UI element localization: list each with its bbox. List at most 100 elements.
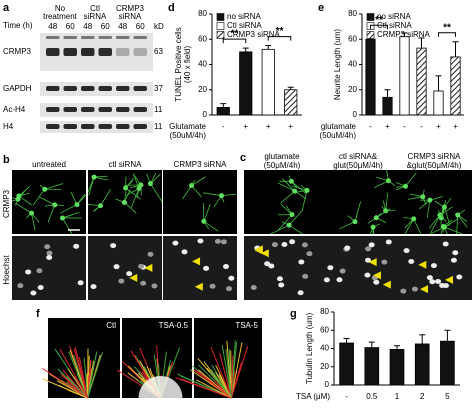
panel-letter: e: [318, 2, 324, 14]
nucleus: [301, 242, 308, 248]
blot-band: [63, 107, 77, 112]
column-label: ctl siRNA&: [339, 152, 378, 161]
nucleus: [214, 238, 221, 244]
cell-body: [189, 182, 195, 188]
cell-body: [91, 174, 97, 180]
blot-band: [116, 48, 130, 56]
cell-body: [29, 210, 35, 216]
bar: [433, 90, 444, 116]
y-tick-label: 40: [320, 344, 329, 353]
y-tick-label: 20: [320, 362, 329, 371]
nucleus: [264, 261, 271, 267]
filament: [42, 378, 88, 399]
nucleus: [373, 279, 380, 285]
x-tick-label: -: [345, 392, 348, 401]
neurite: [280, 203, 293, 215]
neurite: [125, 187, 141, 200]
time-label: 60: [136, 22, 145, 31]
bar: [440, 340, 455, 386]
neurite: [428, 214, 441, 229]
neurite: [130, 188, 140, 208]
blot-label: Ac-H4: [3, 105, 26, 114]
significance-bracket: [222, 38, 247, 44]
bar: [365, 38, 376, 116]
group-label: No: [55, 4, 66, 13]
nucleus: [90, 284, 97, 290]
column-label: CRMP3 siRNA: [174, 160, 228, 169]
neurite: [301, 190, 308, 212]
filament: [74, 375, 89, 399]
neurite: [277, 182, 295, 192]
nucleus: [411, 286, 418, 292]
nucleus: [368, 242, 375, 248]
x-tick-label: +: [453, 122, 458, 131]
panel-letter: g: [290, 308, 297, 320]
y-tick-label: 20: [348, 85, 357, 94]
group-label: Ctl: [90, 4, 100, 13]
kd-value: 63: [154, 47, 163, 56]
x-tick-label: 1: [395, 392, 400, 401]
nucleus: [147, 251, 154, 257]
nucleus: [323, 277, 330, 283]
significance-label: **: [276, 26, 284, 37]
time-label: Time (h): [3, 21, 33, 30]
filament: [225, 348, 232, 399]
error-bar: [265, 45, 272, 50]
nucleus: [250, 284, 257, 290]
arrow: [368, 258, 377, 267]
significance-label: **: [443, 22, 451, 33]
error-bar: [418, 37, 425, 49]
blot-band: [46, 124, 60, 129]
column-label: glutamate: [264, 152, 300, 161]
cell-body: [455, 212, 461, 218]
nucleus: [385, 239, 392, 245]
blot-band: [133, 48, 147, 56]
legend-label: CRMP3 siRNA: [377, 30, 431, 39]
filament: [57, 368, 88, 399]
x-axis-label: (50uM/4h): [170, 131, 207, 140]
y-tick-label: 80: [198, 9, 207, 18]
nucleus: [429, 279, 436, 285]
time-label: 60: [101, 22, 110, 31]
nucleus: [271, 242, 278, 248]
bar: [414, 343, 430, 386]
cell-body: [59, 215, 65, 221]
blot-band: [63, 36, 77, 39]
blot-band: [63, 48, 77, 56]
nucleus: [289, 239, 296, 245]
neurite: [280, 190, 295, 204]
neurite: [203, 204, 211, 222]
neurite: [44, 183, 64, 190]
nucleus: [364, 272, 371, 278]
blot-label: CRMP3: [3, 47, 32, 56]
nucleus: [439, 282, 446, 288]
nucleus: [452, 250, 459, 256]
neurite: [87, 176, 95, 193]
cell-body: [420, 194, 426, 200]
blot-band: [63, 86, 77, 91]
bar: [284, 89, 298, 116]
neurite: [281, 178, 295, 192]
bar: [364, 347, 380, 386]
column-label: untreated: [32, 160, 66, 169]
error-bar: [242, 47, 249, 52]
cell-body: [219, 193, 225, 199]
arrow: [382, 280, 391, 289]
y-axis-label: (40 x field): [183, 45, 192, 83]
x-tick-label: -: [403, 122, 406, 131]
x-tick-label: +: [243, 122, 248, 131]
cell-body: [352, 219, 358, 225]
nucleus: [30, 290, 37, 296]
time-label: 60: [66, 22, 75, 31]
error-bar: [419, 334, 426, 344]
group-label: CRMP3: [116, 4, 145, 13]
bar: [382, 96, 393, 116]
bar: [339, 342, 354, 386]
neurite: [430, 214, 441, 234]
neurite: [288, 210, 303, 226]
cell-body: [441, 204, 447, 210]
arrow: [445, 275, 454, 284]
x-axis-label: (50uM/4h): [320, 131, 357, 140]
x-tick-label: +: [385, 122, 390, 131]
